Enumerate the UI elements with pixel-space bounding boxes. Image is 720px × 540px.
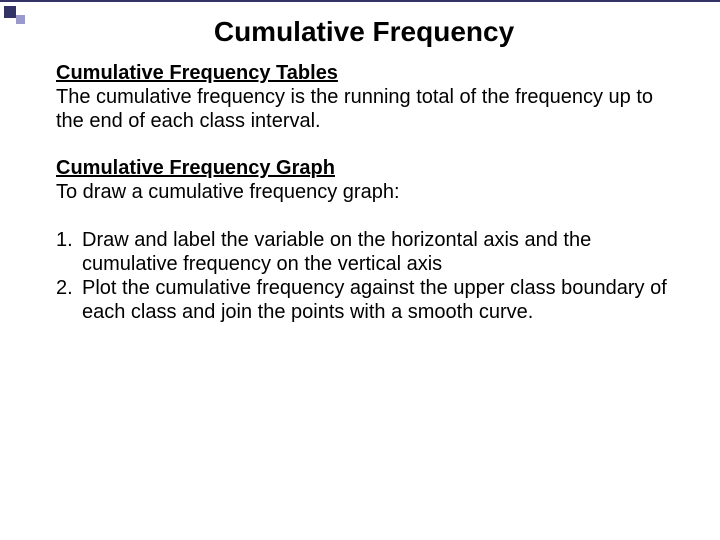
section-body: The cumulative frequency is the running …	[56, 85, 672, 133]
section-tables: Cumulative Frequency Tables The cumulati…	[56, 62, 672, 133]
list-item: 2. Plot the cumulative frequency against…	[56, 276, 672, 324]
list-number: 2.	[56, 276, 82, 324]
section-graph: Cumulative Frequency Graph To draw a cum…	[56, 157, 672, 204]
section-body: To draw a cumulative frequency graph:	[56, 180, 672, 204]
list-item: 1. Draw and label the variable on the ho…	[56, 228, 672, 276]
corner-decoration	[4, 6, 25, 27]
list-number: 1.	[56, 228, 82, 276]
top-border-line	[0, 0, 720, 2]
section-heading: Cumulative Frequency Tables	[56, 62, 672, 85]
list-text: Draw and label the variable on the horiz…	[82, 228, 672, 276]
list-text: Plot the cumulative frequency against th…	[82, 276, 672, 324]
slide-content: Cumulative Frequency Cumulative Frequenc…	[0, 0, 720, 324]
page-title: Cumulative Frequency	[56, 16, 672, 48]
steps-list: 1. Draw and label the variable on the ho…	[56, 228, 672, 324]
square-icon	[4, 6, 16, 18]
section-heading: Cumulative Frequency Graph	[56, 157, 672, 180]
square-small-icon	[16, 15, 25, 24]
